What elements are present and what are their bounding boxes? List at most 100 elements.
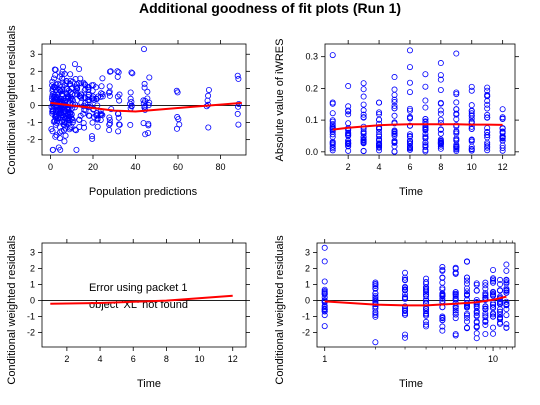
data-point [463,312,470,319]
data-point [423,287,430,294]
data-point [422,125,429,132]
data-point [376,109,383,116]
data-point [482,303,489,310]
data-point [391,86,398,93]
data-point [452,309,459,316]
data-point [174,114,181,121]
data-point [360,148,367,155]
data-point [376,140,383,147]
data-point [437,145,444,152]
panel-frame [316,242,516,348]
smooth-line [50,294,233,305]
y-tick-label: -2 [27,135,35,145]
data-point [90,106,97,113]
y-tick-label: 1 [30,280,35,290]
y-tick-label: -2 [302,328,310,338]
data-point [402,334,409,341]
data-point [99,75,106,82]
data-point [503,298,510,305]
data-point [372,290,379,297]
data-point [490,266,497,273]
data-point [391,99,398,106]
data-point [468,115,475,122]
data-point [145,129,152,136]
data-point [402,284,409,291]
data-point [423,297,430,304]
data-point-outlier [406,47,413,54]
data-point [406,79,413,86]
data-point [321,312,328,319]
data-point [463,277,470,284]
data-point [67,71,74,78]
data-point [490,324,497,331]
data-point [499,137,506,144]
data-point [345,107,352,114]
x-tick-label: 10 [467,162,477,172]
data-point [482,321,489,328]
data-point [144,88,151,95]
x-tick-label: 20 [88,162,98,172]
data-point [402,294,409,301]
data-point [71,61,78,68]
data-point [490,301,497,308]
data-point [80,79,87,86]
data-point [106,89,113,96]
data-point [50,75,57,82]
data-point [49,78,56,85]
data-point [376,99,383,106]
x-tick-label: 12 [498,162,508,172]
y-tick-label: 2 [30,264,35,274]
data-point [145,120,152,127]
data-point [376,133,383,140]
panel-abs-iwres-vs-time: Absolute value of iWRES Time 2 4 6 8 10 12 0.0… [274,39,519,198]
data-point [321,306,328,313]
smooth-line [332,123,503,131]
data-point [439,290,446,297]
data-point [106,92,113,99]
data-point [127,121,134,128]
data-point [482,310,489,317]
data-point [482,279,489,286]
data-point [423,321,430,328]
y-tick-label: 0.2 [305,83,318,93]
x-tick-label: 4 [98,354,103,364]
data-point [106,117,113,124]
data-point [473,280,480,287]
data-point [439,264,446,271]
data-point [497,276,504,283]
point-series [329,47,506,155]
data-point [72,76,79,83]
data-point [452,332,459,339]
data-point [72,126,79,133]
data-point [89,135,96,142]
data-point [402,286,409,293]
data-point [453,143,460,150]
data-point [453,89,460,96]
data-point [372,281,379,288]
data-point [94,115,101,122]
data-point [406,64,413,71]
x-tick-label: 80 [215,162,225,172]
panel1-xlabel: Population predictions [89,186,198,198]
data-point [391,130,398,137]
data-point [321,304,328,311]
data-point [372,310,379,317]
panel3-ylabel: Conditional weighted residuals [6,235,18,385]
y-tick-label: 1 [30,83,35,93]
data-point [497,308,504,315]
y-tick-label: 0 [30,296,35,306]
data-point [376,143,383,150]
data-point [439,274,446,281]
data-point [372,297,379,304]
data-point [321,323,328,330]
data-point [482,306,489,313]
data-point [497,315,504,322]
data-point [499,134,506,141]
data-point [497,311,504,318]
data-point [129,70,136,77]
data-point [406,89,413,96]
data-point [81,87,88,94]
data-point [484,101,491,108]
y-tick-label: 0.0 [305,147,318,157]
